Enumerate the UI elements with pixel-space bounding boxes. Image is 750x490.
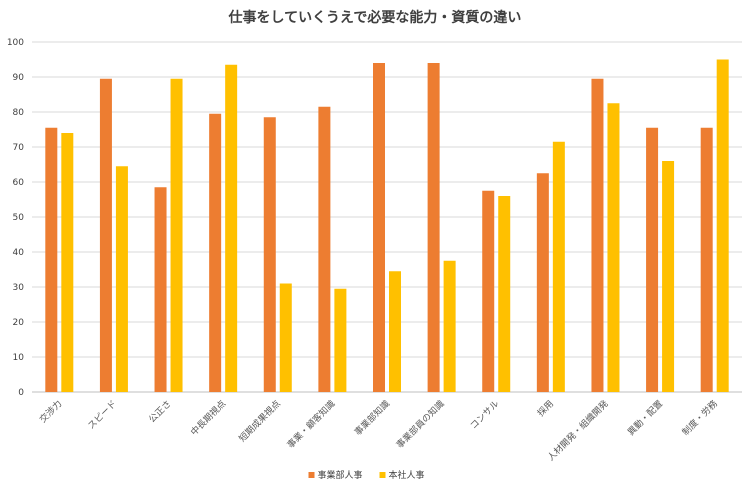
x-tick-label: 短期成果視点 (236, 398, 283, 445)
x-tick-label: 採用 (535, 398, 556, 419)
bar-jigyobu (154, 187, 167, 392)
y-tick-label: 60 (13, 178, 25, 188)
y-axis-ticks: 0 10 20 30 40 50 60 70 80 90 100 (7, 38, 24, 398)
x-tick-label: 公正さ (147, 398, 174, 425)
bar-honsha (279, 283, 292, 392)
x-tick-label: コンサル (468, 398, 501, 431)
y-tick-label: 100 (7, 38, 24, 48)
y-tick-label: 70 (13, 143, 25, 153)
bar-jigyobu (209, 113, 222, 392)
x-tick-label: 事業・顧客知識 (284, 398, 337, 451)
x-tick-label: 中長期視点 (188, 398, 228, 438)
x-tick-label: 事業部員の知識 (394, 398, 447, 451)
bar-jigyobu (318, 106, 331, 392)
bar-honsha (334, 288, 347, 392)
bar-honsha (225, 64, 238, 392)
x-tick-label: 制度・労務 (679, 398, 719, 438)
x-tick-label: 異動・配置 (626, 398, 666, 438)
legend-swatch (379, 472, 386, 478)
legend: 事業部人事 本社人事 (308, 469, 425, 481)
bar-jigyobu (536, 173, 549, 392)
bar-honsha (170, 78, 183, 392)
bar-jigyobu (263, 117, 276, 392)
bar-honsha (662, 161, 675, 392)
x-tick-label: 事業部知識 (352, 398, 392, 438)
bar-jigyobu (427, 63, 440, 392)
y-tick-label: 40 (13, 248, 25, 258)
bar-honsha (61, 133, 74, 392)
y-tick-label: 80 (13, 108, 25, 118)
bar-jigyobu (591, 78, 604, 392)
bar-honsha (389, 271, 401, 392)
y-tick-label: 0 (18, 388, 24, 398)
y-tick-label: 10 (13, 353, 25, 363)
legend-swatch (308, 472, 315, 478)
legend-label: 本社人事 (389, 469, 425, 481)
y-tick-label: 50 (13, 213, 25, 223)
bar-jigyobu (45, 127, 58, 392)
bar-honsha (115, 166, 128, 392)
x-axis-ticks: 交渉力 スピード 公正さ 中長期視点 短期成果視点 事業・顧客知識 事業部知識 事業部員の知識… (37, 398, 720, 464)
x-tick-label: スピード (86, 398, 119, 431)
legend-label: 事業部人事 (318, 469, 363, 481)
bar-honsha (552, 141, 565, 392)
x-tick-label: 交渉力 (37, 398, 65, 426)
chart-title: 仕事をしていくうえで必要な能力・資質の違い (228, 9, 522, 26)
bar-honsha (716, 59, 729, 392)
bar-honsha (607, 103, 620, 392)
bar-jigyobu (99, 78, 112, 392)
bar-jigyobu (482, 190, 495, 392)
bar-jigyobu (373, 63, 385, 392)
y-tick-label: 30 (13, 283, 25, 293)
y-tick-label: 20 (13, 318, 25, 328)
x-tick-label: 人材開発・組織開発 (545, 398, 611, 464)
y-tick-label: 90 (13, 73, 25, 83)
bar-jigyobu (700, 127, 713, 392)
gridlines (32, 41, 742, 393)
bar-jigyobu (646, 127, 659, 392)
bar-honsha (443, 260, 456, 392)
bar-honsha (498, 196, 511, 392)
bars (45, 59, 729, 392)
